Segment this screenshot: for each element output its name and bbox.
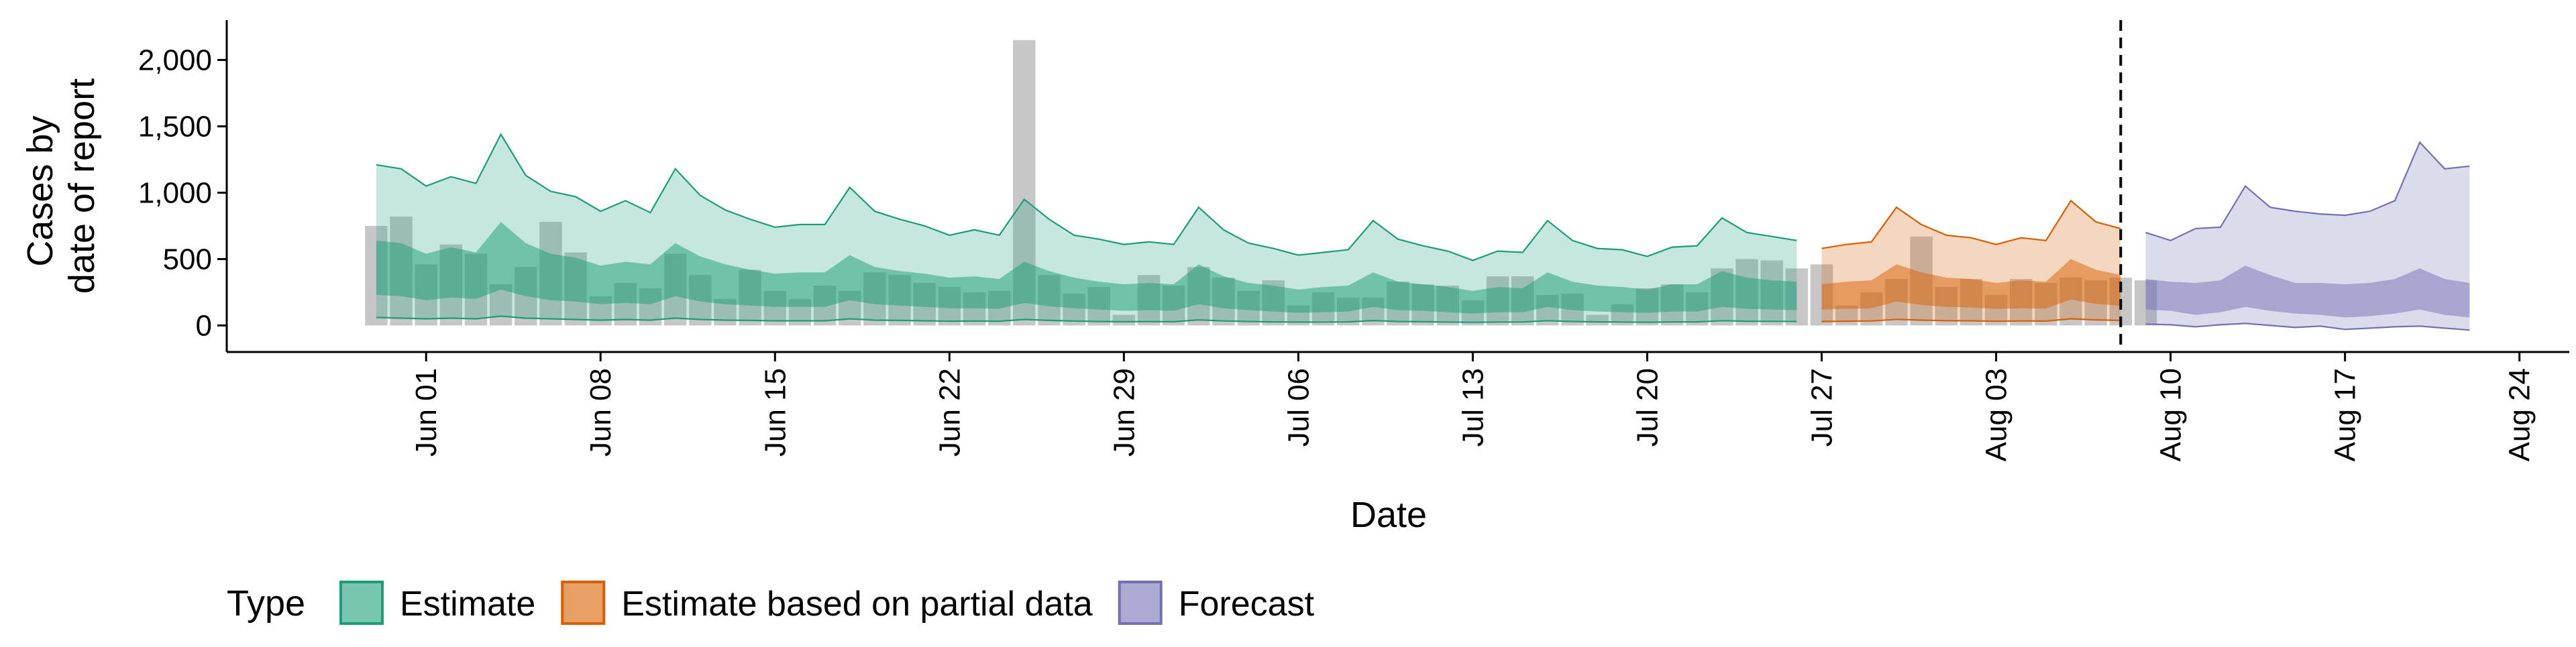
y-tick-label: 500 [163,243,212,276]
x-tick-label: Jul 27 [1806,368,1839,447]
series-50-interval [1821,259,2121,310]
y-axis-title-line-1: Cases by [20,115,60,266]
series-1-group [1821,199,2121,322]
legend-key [1118,581,1163,625]
legend-title: Type [227,583,305,624]
x-tick-label: Jun 15 [759,368,792,457]
series-2-group [2145,141,2470,331]
series-50-interval [376,222,1797,314]
x-tick-label: Aug 03 [1980,368,2013,461]
legend-label: Estimate based on partial data [621,585,1093,624]
legend: Type Estimate Estimate based on partial d… [227,581,1315,625]
x-tick-label: Jul 06 [1282,368,1315,447]
x-tick-label: Aug 24 [2504,368,2536,461]
y-axis-title-line-2: date of report [62,78,102,294]
x-tick-label: Jul 13 [1456,368,1489,447]
series-lower-edge [2145,322,2470,331]
x-tick-label: Jun 01 [410,368,443,457]
x-tick-label: Aug 17 [2329,368,2362,461]
x-tick-label: Jun 08 [584,368,617,457]
x-tick-label: Jun 29 [1108,368,1140,457]
legend-key [561,581,606,625]
y-tick-label: 1,500 [138,110,212,143]
series-upper-edge [1821,199,2121,249]
series-upper-edge [376,133,1797,261]
x-tick-label: Jun 22 [933,368,966,457]
x-axis-title: Date [1350,495,1427,535]
series-lower-edge [1821,318,2121,322]
series-0-group [376,133,1797,323]
y-tick-label: 2,000 [138,44,212,76]
series-upper-edge [2145,141,2470,241]
x-tick-label: Jul 20 [1631,368,1664,447]
x-axis-tick-labels: Jun 01 Jun 08 Jun 15 Jun 22 Jun 29 Jul 06 Jul … [410,368,2536,461]
x-tick-label: Aug 10 [2155,368,2188,461]
legend-key [339,581,384,625]
y-axis-title: Cases by date of report [20,78,102,294]
legend-label: Forecast [1179,585,1315,624]
reported-cases-bar [1586,314,1609,326]
y-axis-tick-labels: 0 500 1,000 1,500 2,000 [138,44,212,342]
y-tick-label: 1,000 [138,176,212,209]
legend-label: Estimate [400,585,535,624]
y-tick-label: 0 [196,309,212,342]
reported-cases-bar [1112,314,1136,326]
series-lower-edge [376,315,1797,323]
axes [217,20,2569,361]
series-50-interval [2145,266,2470,318]
estimate-ribbons [376,133,2470,331]
